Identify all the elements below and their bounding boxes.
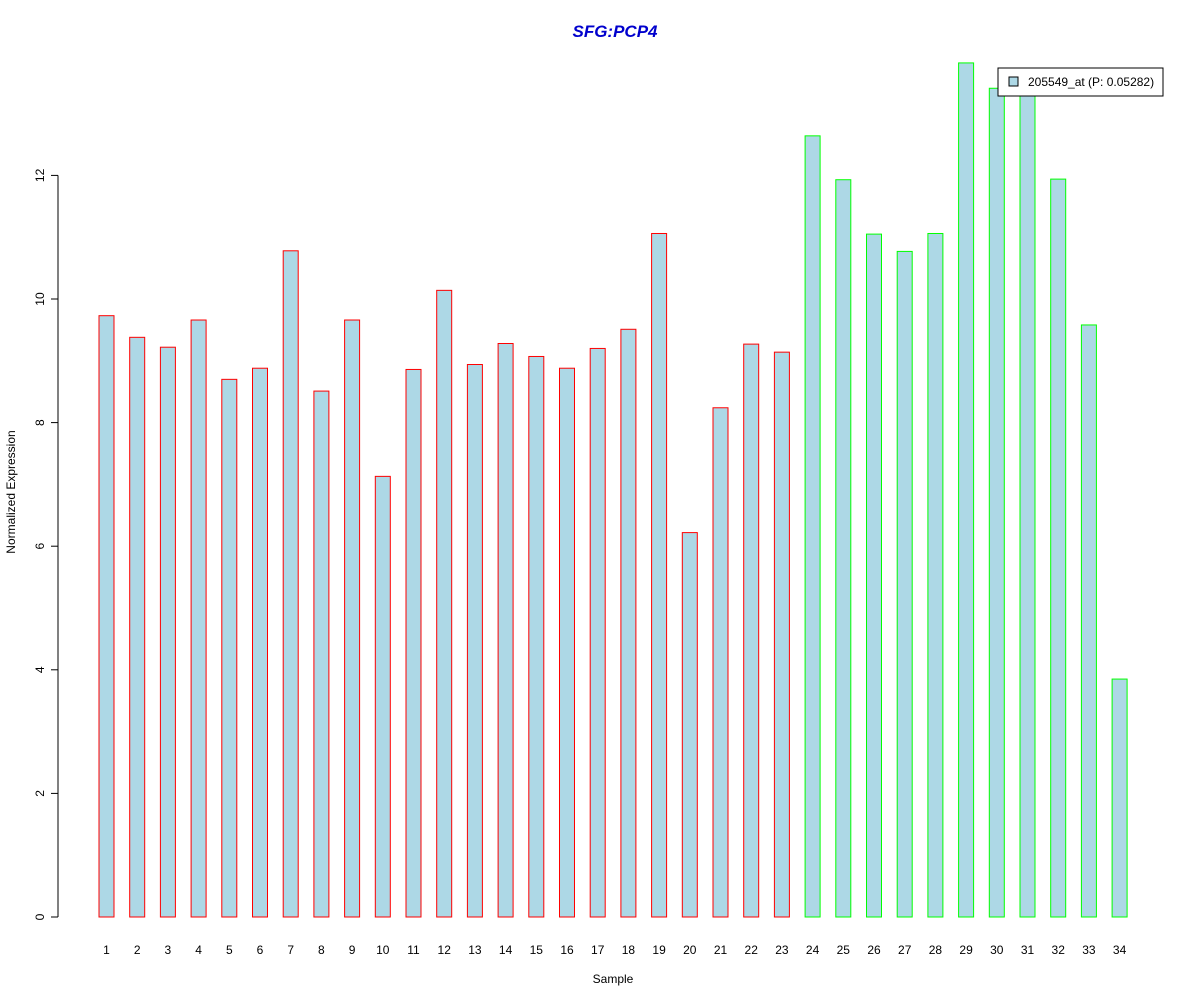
x-tick-label: 3 [165, 943, 172, 957]
bars-group [98, 62, 1128, 918]
bar-sample-33 [1080, 324, 1097, 918]
x-tick-label: 20 [683, 943, 697, 957]
x-tick-label: 15 [530, 943, 544, 957]
x-tick-label: 1 [103, 943, 110, 957]
x-tick-label: 29 [959, 943, 973, 957]
y-tick-label: 6 [33, 543, 47, 550]
x-tick-label: 8 [318, 943, 325, 957]
legend: 205549_at (P: 0.05282) [997, 67, 1164, 97]
bar-sample-10 [374, 475, 391, 918]
legend-label: 205549_at (P: 0.05282) [1028, 75, 1154, 89]
bar-sample-25 [835, 179, 852, 918]
y-tick-label: 10 [33, 292, 47, 306]
bar-sample-23 [773, 351, 790, 918]
x-tick-label: 31 [1021, 943, 1035, 957]
bar-sample-34 [1111, 678, 1128, 918]
legend-box [997, 67, 1164, 97]
y-tick-label: 4 [33, 666, 47, 673]
x-tick-label: 21 [714, 943, 728, 957]
x-axis-label: Sample [593, 972, 634, 986]
x-tick-label: 12 [438, 943, 452, 957]
bar-sample-8 [313, 390, 330, 918]
bar-sample-29 [958, 62, 975, 918]
bar-sample-7 [282, 250, 299, 918]
x-tick-label: 4 [195, 943, 202, 957]
x-tick-label: 19 [652, 943, 666, 957]
bar-sample-31 [1019, 89, 1036, 918]
y-tick-label: 12 [33, 168, 47, 182]
y-axis: 0 2 4 6 8 10 12 [33, 168, 59, 920]
x-tick-label: 27 [898, 943, 912, 957]
x-tick-label: 7 [287, 943, 294, 957]
x-tick-label: 9 [349, 943, 356, 957]
bar-sample-14 [497, 342, 514, 918]
x-tick-label: 6 [257, 943, 264, 957]
bar-sample-15 [528, 355, 545, 918]
bar-sample-30 [988, 87, 1005, 918]
y-tick-label: 0 [33, 913, 47, 920]
bar-sample-2 [129, 336, 146, 918]
x-tick-labels: 1 2 3 4 5 6 7 8 9 10 11 12 13 14 15 16 17 18 19 20 21 22 23 24 2… [103, 943, 1126, 957]
x-tick-label: 5 [226, 943, 233, 957]
x-tick-label: 33 [1082, 943, 1096, 957]
bar-sample-11 [405, 368, 422, 918]
x-tick-label: 11 [407, 943, 420, 957]
bar-sample-27 [896, 250, 913, 918]
bar-sample-12 [436, 289, 453, 918]
bar-sample-5 [221, 378, 238, 918]
bar-sample-18 [620, 328, 637, 918]
x-tick-label: 30 [990, 943, 1004, 957]
bar-sample-22 [743, 343, 760, 918]
bar-sample-6 [252, 367, 268, 918]
bar-sample-3 [159, 346, 176, 918]
bar-sample-16 [559, 367, 575, 918]
bar-sample-17 [589, 347, 606, 918]
x-tick-label: 2 [134, 943, 141, 957]
x-tick-label: 17 [591, 943, 605, 957]
x-tick-label: 24 [806, 943, 820, 957]
x-tick-label: 25 [837, 943, 851, 957]
bar-sample-32 [1050, 178, 1067, 918]
x-tick-label: 23 [775, 943, 789, 957]
y-axis-label: Normalized Expression [4, 430, 18, 553]
bar-sample-13 [466, 364, 483, 918]
x-tick-label: 14 [499, 943, 513, 957]
y-tick-label: 2 [33, 790, 47, 797]
bar-sample-26 [866, 233, 882, 918]
x-tick-label: 18 [622, 943, 636, 957]
x-tick-label: 10 [376, 943, 390, 957]
bar-sample-28 [927, 232, 944, 918]
bar-sample-24 [804, 135, 821, 918]
bar-sample-9 [344, 319, 361, 918]
x-tick-label: 34 [1113, 943, 1127, 957]
x-tick-label: 13 [468, 943, 482, 957]
bar-sample-19 [651, 232, 668, 918]
x-tick-label: 22 [745, 943, 759, 957]
x-tick-label: 26 [867, 943, 881, 957]
bar-sample-1 [98, 315, 115, 918]
bar-sample-21 [712, 407, 729, 918]
x-tick-label: 28 [929, 943, 943, 957]
bar-sample-20 [681, 532, 698, 918]
bar-sample-4 [190, 319, 207, 918]
chart-title: SFG:PCP4 [572, 22, 658, 41]
y-tick-label: 8 [33, 419, 47, 426]
x-tick-label: 16 [560, 943, 574, 957]
x-tick-label: 32 [1052, 943, 1066, 957]
legend-swatch [1008, 76, 1019, 87]
